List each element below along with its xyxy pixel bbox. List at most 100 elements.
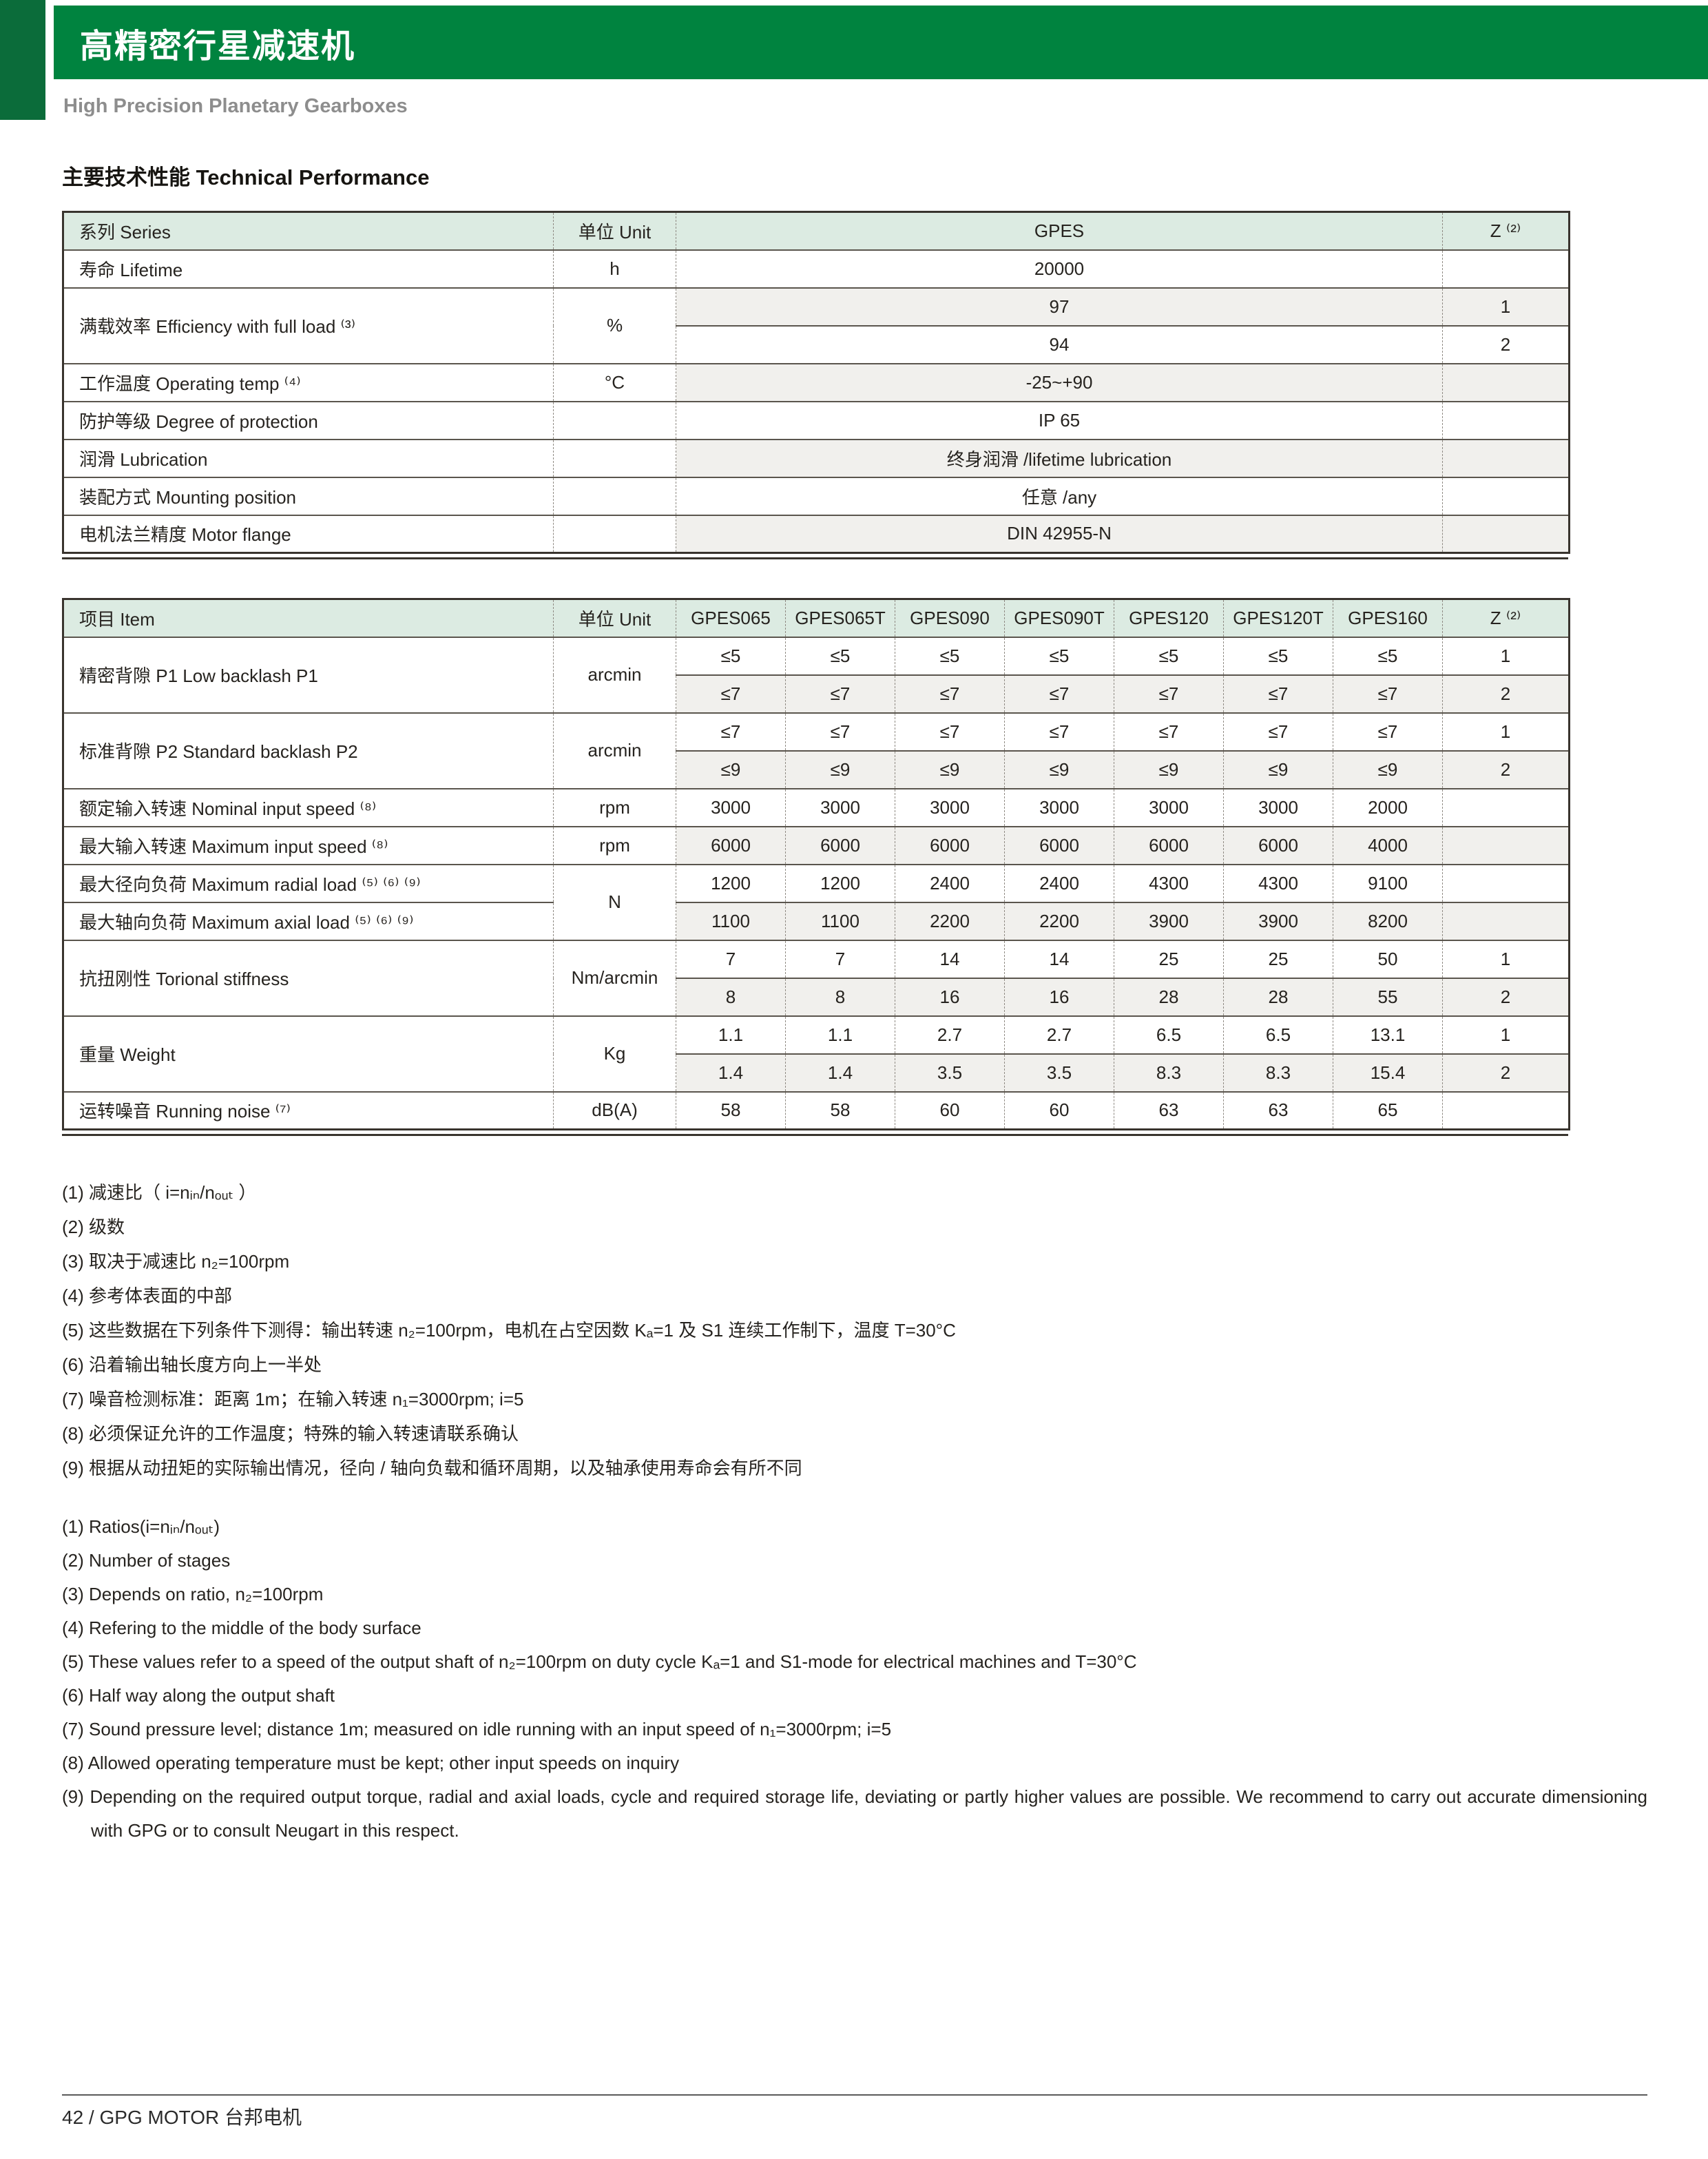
section-title: 主要技术性能 Technical Performance [62,165,430,189]
table-row: 重量 Weight Kg 1.1 1.1 2.7 2.7 6.5 6.5 13.… [63,1015,1570,1092]
value-cell: 6.5 [1114,1015,1224,1054]
footnote: (1) 减速比（ i=nᵢₙ/nₒᵤₜ ） [62,1182,257,1203]
unit-cell: arcmin [553,712,676,789]
value-cell: ≤5 [1114,636,1224,675]
table-row: 防护等级 Degree of protection IP 65 [63,400,1570,440]
row-label: 精密背隙 P1 Low backlash P1 [63,636,554,713]
row-label: 润滑 Lubrication [63,438,554,477]
z-cell: 1 [1442,939,1570,978]
value-cell: 1.4 [676,1053,786,1092]
footnote: (3) Depends on ratio, n₂=100rpm [62,1584,324,1604]
unit-cell: °C [553,362,676,402]
col-header-item: 项目 Item [63,598,554,637]
value-cell: ≤7 [676,674,786,713]
value-cell: 63 [1223,1091,1333,1130]
table-row: 精密背隙 P1 Low backlash P1 arcmin ≤5 ≤5 ≤5 … [63,636,1570,713]
unit-cell: h [553,249,676,288]
footnotes-english: (1) Ratios(i=nᵢₙ/nₒᵤₜ) (2) Number of sta… [62,1510,1647,1848]
value-cell: ≤9 [1114,750,1224,789]
z-cell: 2 [1442,324,1570,364]
value-cell: ≤5 [895,636,1005,675]
table-row: 94 2 [63,324,1570,364]
value-cell: 3000 [1004,787,1114,827]
z-cell: 2 [1442,977,1570,1016]
model-table: 项目 Item 单位 Unit GPES065 GPES065T GPES090… [62,598,1570,1130]
col-header-z: Z ⁽²⁾ [1442,211,1570,250]
value-cell: DIN 42955-N [676,514,1443,553]
value-cell: ≤7 [785,712,895,751]
col-header-gpes: GPES [676,211,1443,250]
table-row: 额定输入转速 Nominal input speed ⁽⁸⁾ rpm 3000 … [63,787,1570,827]
value-cell: 6000 [1223,825,1333,865]
footer-rule [62,2094,1647,2096]
value-cell: 终身润滑 /lifetime lubrication [676,438,1443,477]
col-header-gpes065: GPES065 [676,598,786,637]
unit-cell: rpm [553,787,676,827]
row-label: 重量 Weight [63,1015,554,1092]
table-row: 工作温度 Operating temp ⁽⁴⁾ °C -25~+90 [63,362,1570,402]
row-label: 工作温度 Operating temp ⁽⁴⁾ [63,362,554,402]
col-header-z: Z ⁽²⁾ [1442,598,1570,637]
value-cell: 55 [1333,977,1443,1016]
unit-cell: rpm [553,825,676,865]
value-cell: ≤7 [676,712,786,751]
footnote: (2) 级数 [62,1217,125,1237]
value-cell: ≤7 [1004,712,1114,751]
footnote: (4) Refering to the middle of the body s… [62,1618,421,1638]
table-row: ≤7 ≤7 ≤7 ≤7 ≤7 ≤7 ≤7 2 [63,674,1570,713]
page-header-bar: 高精密行星减速机 [54,6,1708,79]
value-cell: 3000 [785,787,895,827]
value-cell: -25~+90 [676,362,1443,402]
z-cell [1442,362,1570,402]
row-label: 运转噪音 Running noise ⁽⁷⁾ [63,1091,554,1130]
table-row: 最大轴向负荷 Maximum axial load ⁽⁵⁾ ⁽⁶⁾ ⁽⁹⁾ 11… [63,901,1570,940]
value-cell: 3900 [1223,901,1333,940]
z-cell [1442,400,1570,440]
z-cell: 1 [1442,712,1570,751]
col-header-gpes090: GPES090 [895,598,1005,637]
table-row: 1.4 1.4 3.5 3.5 8.3 8.3 15.4 2 [63,1053,1570,1092]
value-cell: 2400 [1004,863,1114,902]
row-label: 最大输入转速 Maximum input speed ⁽⁸⁾ [63,825,554,865]
table-row: 润滑 Lubrication 终身润滑 /lifetime lubricatio… [63,438,1570,477]
value-cell: 25 [1114,939,1224,978]
value-cell: 8200 [1333,901,1443,940]
value-cell: 1100 [676,901,786,940]
value-cell: ≤7 [785,674,895,713]
value-cell: ≤7 [1114,674,1224,713]
table-row: 8 8 16 16 28 28 55 2 [63,977,1570,1016]
col-header-gpes090t: GPES090T [1004,598,1114,637]
value-cell: 1.4 [785,1053,895,1092]
value-cell: 3000 [676,787,786,827]
value-cell: IP 65 [676,400,1443,440]
value-cell: 15.4 [1333,1053,1443,1092]
value-cell: ≤9 [1223,750,1333,789]
value-cell: 2200 [895,901,1005,940]
col-header-unit: 单位 Unit [553,211,676,250]
value-cell: 6000 [1004,825,1114,865]
table-header-row: 项目 Item 单位 Unit GPES065 GPES065T GPES090… [63,598,1570,637]
table-row: 满载效率 Efficiency with full load ⁽³⁾ % 97 … [63,287,1570,364]
value-cell: 3900 [1114,901,1224,940]
value-cell: 任意 /any [676,476,1443,515]
value-cell: 60 [895,1091,1005,1130]
col-header-unit: 单位 Unit [553,598,676,637]
value-cell: 2000 [1333,787,1443,827]
value-cell: ≤9 [1004,750,1114,789]
z-cell [1442,249,1570,288]
value-cell: 3000 [1114,787,1224,827]
value-cell: 2400 [895,863,1005,902]
col-header-gpes120: GPES120 [1114,598,1224,637]
value-cell: 2.7 [1004,1015,1114,1054]
z-cell [1442,1091,1570,1130]
footnote: (8) 必须保证允许的工作温度；特殊的输入转速请联系确认 [62,1423,519,1444]
table-row: 最大输入转速 Maximum input speed ⁽⁸⁾ rpm 6000 … [63,825,1570,865]
table-row: ≤9 ≤9 ≤9 ≤9 ≤9 ≤9 ≤9 2 [63,750,1570,789]
value-cell: ≤7 [1333,674,1443,713]
z-cell [1442,863,1570,902]
unit-cell: Nm/arcmin [553,939,676,1016]
value-cell: ≤5 [1223,636,1333,675]
value-cell: 3000 [1223,787,1333,827]
value-cell: 97 [676,287,1443,326]
